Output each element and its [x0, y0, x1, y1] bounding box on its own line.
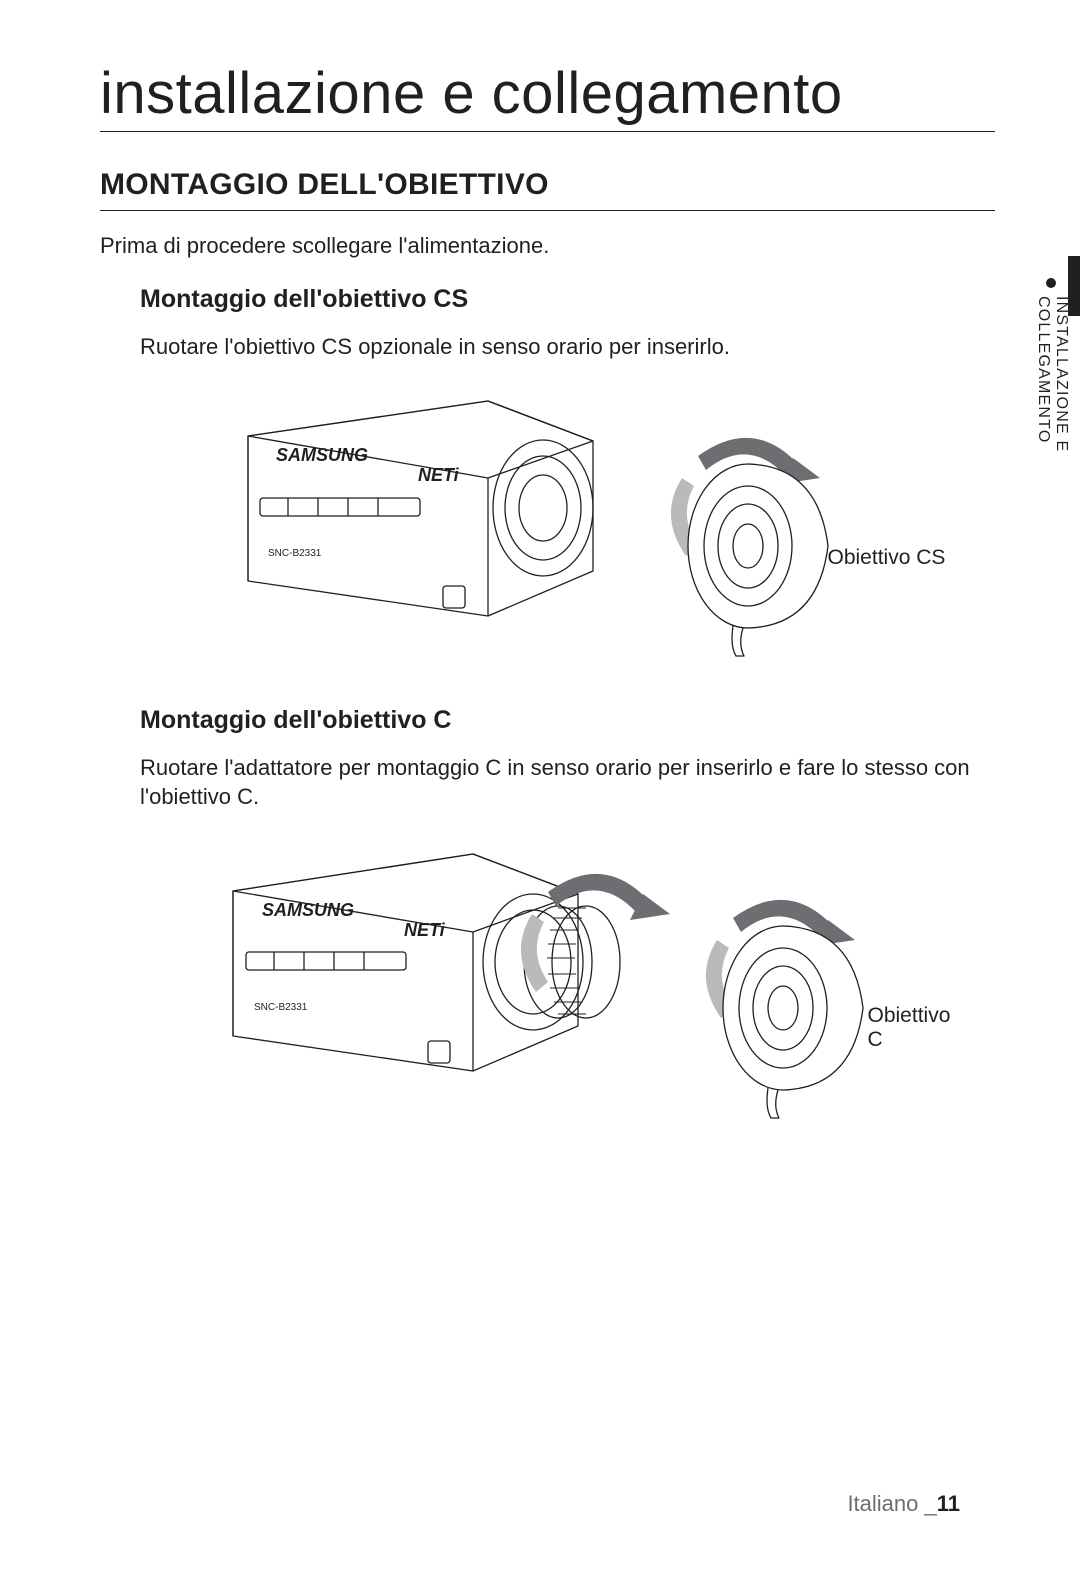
- page-footer: Italiano _11: [847, 1491, 960, 1517]
- chapter-title: installazione e collegamento: [100, 60, 995, 132]
- figure-c: SAMSUNG NETi SNC-B2331: [188, 836, 948, 1136]
- camera-c-diagram: SAMSUNG NETi SNC-B2331: [188, 836, 948, 1136]
- body-text-cs: Ruotare l'obiettivo CS opzionale in sens…: [140, 332, 995, 362]
- tab-dot-icon: [1046, 278, 1056, 288]
- subsection-cs: Montaggio dell'obiettivo CS Ruotare l'ob…: [100, 285, 995, 676]
- rotate-arrow-adapter-icon: [520, 874, 669, 992]
- model-no: SNC-B2331: [268, 548, 322, 559]
- section-title: MONTAGGIO DELL'OBIETTIVO: [100, 168, 995, 211]
- intro-text: Prima di procedere scollegare l'alimenta…: [100, 233, 995, 259]
- body-text-c: Ruotare l'adattatore per montaggio C in …: [140, 753, 995, 812]
- model-logo-2: NETi: [404, 920, 446, 940]
- sub-title-c: Montaggio dell'obiettivo C: [140, 706, 995, 735]
- subsection-c: Montaggio dell'obiettivo C Ruotare l'ada…: [100, 706, 995, 1136]
- callout-cs: Obiettivo CS: [828, 546, 946, 570]
- tab-text: INSTALLAZIONE E COLLEGAMENTO: [1034, 296, 1070, 576]
- footer-page: 11: [937, 1491, 960, 1516]
- page: installazione e collegamento MONTAGGIO D…: [0, 0, 1080, 1571]
- brand-text-2: SAMSUNG: [262, 900, 354, 920]
- side-tab: INSTALLAZIONE E COLLEGAMENTO: [1024, 256, 1080, 576]
- footer-lang: Italiano _: [847, 1491, 936, 1516]
- brand-text: SAMSUNG: [276, 445, 368, 465]
- model-no-2: SNC-B2331: [254, 1002, 308, 1013]
- sub-title-cs: Montaggio dell'obiettivo CS: [140, 285, 995, 314]
- camera-cs-diagram: SAMSUNG NETi SNC-B2331: [188, 386, 948, 676]
- model-logo: NETi: [418, 465, 460, 485]
- callout-c: Obiettivo C: [868, 1004, 951, 1052]
- figure-cs: SAMSUNG NETi SNC-B2331: [188, 386, 948, 676]
